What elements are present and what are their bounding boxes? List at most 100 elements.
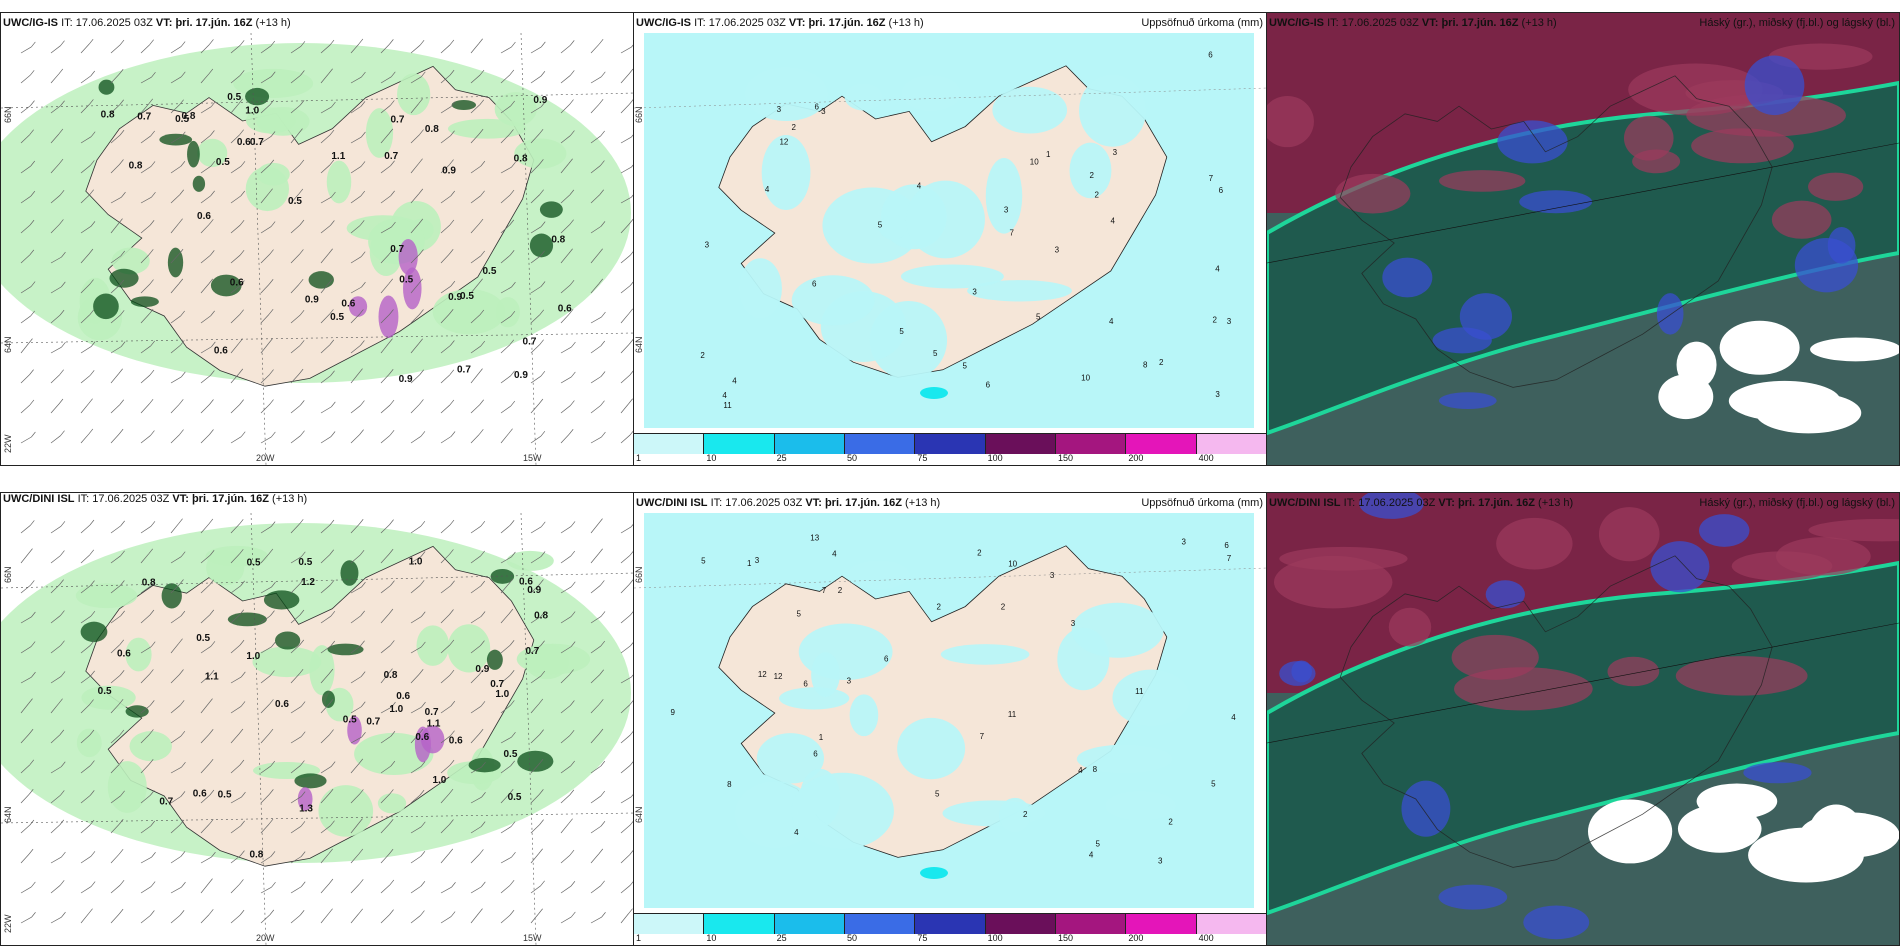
wind-barb (140, 44, 150, 54)
wind-barb (200, 614, 211, 624)
accum-value-label: 2 (977, 549, 982, 558)
wind-barb (500, 793, 510, 804)
wind-barb-flag (118, 848, 124, 855)
wind-barb (410, 44, 421, 54)
wind-barb-flag (328, 668, 334, 675)
precip-value-label: 0.6 (230, 278, 244, 289)
wind-barb (350, 823, 359, 834)
wind-barb-flag (388, 848, 394, 855)
wind-barb-flag (299, 219, 305, 226)
wind-barb (350, 794, 360, 804)
wind-barb-flag (30, 190, 36, 197)
graticule-line (1, 332, 634, 344)
wind-barb-flag (570, 400, 575, 406)
colorbar-tick-label: 100 (987, 933, 1003, 943)
wind-barb (350, 554, 361, 564)
wind-barb (80, 194, 90, 204)
wind-barb-flag (119, 639, 125, 646)
wind-barb (200, 703, 209, 714)
accum-value-label: 2 (1023, 810, 1028, 819)
wind-barb-flag (179, 399, 184, 405)
wind-barb (350, 523, 360, 534)
wind-barb (620, 313, 629, 324)
wind-barb (170, 76, 182, 84)
wind-barb-flag (541, 41, 546, 48)
accum-value-label: 3 (777, 105, 782, 114)
wind-barb (230, 914, 241, 924)
wind-barb (50, 916, 62, 924)
panel-title: Uppsöfnuð úrkoma (mm) (1141, 497, 1263, 509)
wind-barb-flag (299, 100, 305, 106)
wind-barb-flag (148, 98, 154, 105)
accum-value-label: 2 (700, 351, 705, 360)
wind-barb-flag (300, 731, 306, 737)
graticule-line (250, 32, 267, 465)
wind-barb-flag (568, 818, 573, 824)
wind-barb (590, 405, 601, 414)
precip-heavy (398, 239, 418, 275)
high-cloud-patch (1598, 507, 1660, 562)
precip-core (274, 631, 301, 650)
accum-value-label: 3 (755, 556, 760, 565)
precip-cell (197, 138, 228, 168)
low-cloud-patch (1459, 293, 1512, 340)
wind-barb-flag (89, 279, 94, 285)
wind-barb-flag (329, 519, 335, 526)
wind-barb (590, 853, 600, 864)
lon-label: 20W (256, 933, 275, 943)
map-canvas: 0.50.50.61.00.70.81.11.00.50.60.81.00.50… (1, 493, 634, 945)
wind-barb (80, 734, 91, 744)
precip-cell (377, 793, 407, 814)
colorbar-tick-label: 400 (1198, 933, 1214, 943)
wind-barb (80, 165, 91, 174)
wind-barb (80, 913, 89, 924)
wind-barb (80, 675, 91, 684)
wind-barb (530, 375, 542, 384)
wind-barb-flag (570, 611, 576, 617)
wind-barb-flag (600, 821, 606, 827)
wind-barb-flag (480, 340, 486, 347)
wind-barb-flag (269, 399, 274, 405)
wind-barb-flag (88, 428, 94, 435)
wind-barb-flag (61, 281, 66, 288)
wind-barb (50, 73, 60, 84)
wind-barb (260, 76, 272, 84)
wind-barb-flag (598, 248, 603, 254)
wind-barb-flag (571, 911, 576, 918)
wind-barb-flag (179, 579, 184, 585)
wind-barb (260, 914, 271, 924)
wind-barb (260, 704, 270, 714)
colorbar-segment (1196, 914, 1267, 934)
wind-barb (410, 855, 422, 864)
wind-barb (110, 585, 121, 594)
low-cloud-patch (1291, 660, 1312, 683)
high-cloud-patch (1691, 128, 1794, 164)
wind-barb (470, 674, 480, 684)
wind-barb-flag (600, 760, 606, 767)
wind-barb-flag (418, 669, 424, 675)
accum-area (967, 280, 1072, 302)
wind-barb-flag (449, 219, 455, 226)
wind-barb (320, 825, 331, 834)
wind-barb (290, 826, 302, 834)
wind-barb (170, 136, 182, 144)
wind-barb (50, 224, 60, 234)
wind-barb (140, 135, 151, 144)
wind-barb (230, 103, 240, 114)
wind-barb (350, 136, 362, 144)
wind-barb-flag (600, 790, 606, 797)
wind-barb-flag (208, 758, 214, 765)
wind-barb (80, 856, 92, 864)
wind-barb-flag (210, 370, 215, 376)
precip-value-label: 0.6 (396, 691, 410, 702)
wind-barb (260, 733, 270, 744)
wind-barb (530, 194, 540, 204)
high-cloud-patch (1731, 551, 1833, 581)
wind-barb (560, 224, 570, 234)
wind-barb (50, 286, 62, 294)
wind-barb (530, 645, 541, 654)
wind-barb (110, 764, 120, 774)
wind-barb-flag (240, 580, 245, 587)
wind-barb-flag (600, 611, 606, 617)
wind-barb-flag (419, 369, 425, 375)
